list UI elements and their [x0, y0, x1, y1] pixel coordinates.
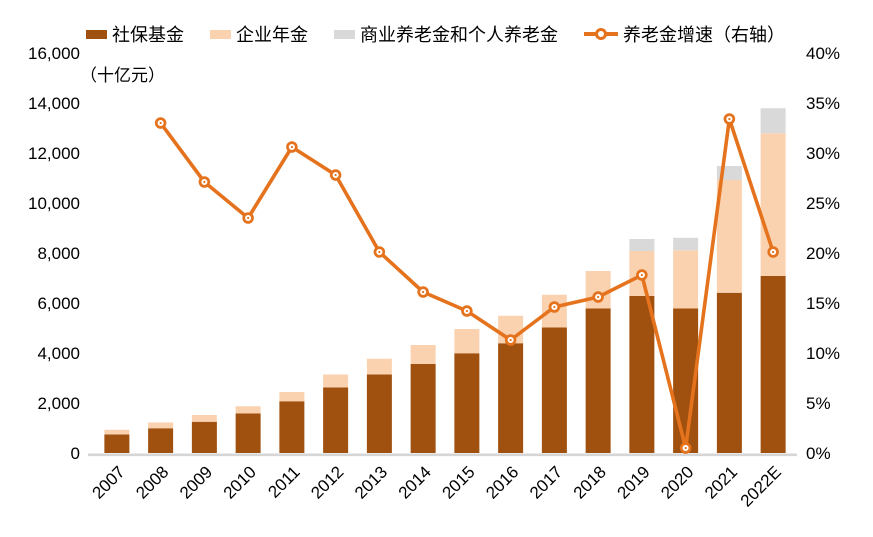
- line-marker-icon: [584, 32, 618, 36]
- right-axis-tick-label: 0%: [806, 444, 831, 463]
- right-axis-tick-label: 40%: [806, 44, 840, 63]
- bar-segment-0-2011: [279, 401, 305, 453]
- x-axis-category-label: 2008: [132, 462, 172, 502]
- bar-segment-2-2020: [673, 237, 699, 251]
- x-axis-category-label: 2020: [657, 462, 697, 502]
- legend-label: 商业养老金和个人养老金: [360, 25, 558, 45]
- bar-segment-1-2014: [410, 345, 436, 364]
- legend-item-shangye: 商业养老金和个人养老金: [334, 21, 558, 47]
- left-axis-tick-label: 10,000: [28, 194, 80, 213]
- bar-segment-1-2020: [673, 250, 699, 309]
- right-axis-tick-label: 35%: [806, 94, 840, 113]
- legend-label: 社保基金: [112, 25, 184, 45]
- x-axis-category-label: 2021: [701, 462, 741, 502]
- x-axis-category-label: 2019: [614, 462, 654, 502]
- bar-segment-1-2013: [366, 358, 392, 375]
- legend-item-growth: 养老金增速（右轴）: [584, 21, 785, 47]
- left-axis-tick-label: 0: [71, 444, 80, 463]
- legend-label: 企业年金: [236, 25, 308, 45]
- growth-line-marker-dot: [728, 117, 731, 121]
- bar-segment-0-2017: [541, 327, 567, 453]
- left-axis-tick-label: 14,000: [28, 94, 80, 113]
- growth-line-marker-dot: [465, 309, 468, 313]
- bar-segment-1-2021: [716, 180, 742, 293]
- x-axis-category-label: 2017: [526, 462, 566, 502]
- growth-line-marker-dot: [640, 273, 643, 277]
- growth-line-marker-dot: [684, 446, 687, 450]
- growth-line-marker-dot: [509, 338, 512, 342]
- x-axis-category-label: 2007: [89, 462, 129, 502]
- x-axis-category-label: 2013: [351, 462, 391, 502]
- x-axis-category-label: 2011: [264, 462, 303, 501]
- x-axis-category-label: 2018: [570, 462, 610, 502]
- x-axis-category-label: 2016: [482, 462, 522, 502]
- qiye-swatch-icon: [210, 29, 231, 39]
- bar-segment-1-2008: [148, 422, 174, 429]
- left-axis-tick-label: 2,000: [37, 394, 80, 413]
- bar-segment-2-2019: [629, 239, 655, 251]
- bar-segment-1-2011: [279, 392, 305, 402]
- growth-line-marker-dot: [553, 305, 556, 309]
- bar-segment-0-2012: [323, 387, 349, 453]
- bar-segment-1-2009: [191, 415, 217, 422]
- bar-segment-0-2018: [585, 308, 611, 453]
- bar-segment-0-2021: [716, 292, 742, 453]
- right-axis-tick-label: 20%: [806, 244, 840, 263]
- bar-segment-0-2019: [629, 296, 655, 453]
- bar-segment-0-2008: [148, 428, 174, 453]
- left-axis-unit-label: （十亿元）: [80, 66, 165, 85]
- bar-segment-0-2016: [498, 343, 524, 453]
- legend-item-qiye: 企业年金: [210, 21, 308, 47]
- bar-segment-0-2009: [191, 421, 217, 453]
- right-axis-tick-label: 15%: [806, 294, 840, 313]
- legend-label: 养老金增速（右轴）: [623, 25, 785, 45]
- x-axis-category-label: 2010: [220, 462, 260, 502]
- growth-line-marker-dot: [334, 173, 337, 177]
- bar-segment-2-2022E: [760, 108, 786, 134]
- left-axis-tick-label: 4,000: [37, 344, 80, 363]
- growth-line-marker-dot: [290, 145, 293, 149]
- bar-segment-1-2010: [235, 406, 261, 414]
- chart-legend: 社保基金 企业年金 商业养老金和个人养老金 养老金增速（右轴）: [86, 21, 785, 47]
- right-axis-tick-label: 5%: [806, 394, 831, 413]
- x-axis-category-label: 2022E: [737, 462, 785, 510]
- bar-segment-0-2022E: [760, 276, 786, 453]
- left-axis-tick-label: 16,000: [28, 44, 80, 63]
- right-axis-tick-label: 30%: [806, 144, 840, 163]
- legend-item-shebao: 社保基金: [86, 21, 184, 47]
- left-axis-tick-label: 8,000: [37, 244, 80, 263]
- growth-line-marker-dot: [247, 216, 250, 220]
- x-axis-category-label: 2014: [395, 462, 435, 502]
- growth-line-marker-dot: [772, 250, 775, 254]
- bar-segment-1-2015: [454, 329, 480, 354]
- bar-segment-0-2007: [104, 434, 130, 453]
- growth-line-marker-dot: [597, 295, 600, 299]
- right-axis-tick-label: 10%: [806, 344, 840, 363]
- shangye-swatch-icon: [334, 29, 355, 39]
- bar-segment-0-2010: [235, 413, 261, 453]
- x-axis-category-label: 2012: [307, 462, 347, 502]
- x-axis-category-label: 2009: [176, 462, 216, 502]
- growth-line-marker-dot: [378, 250, 381, 254]
- bar-segment-0-2013: [366, 374, 392, 453]
- growth-line-marker-dot: [422, 290, 425, 294]
- left-axis-tick-label: 6,000: [37, 294, 80, 313]
- bar-segment-1-2012: [323, 374, 349, 388]
- bar-segment-1-2018: [585, 271, 611, 309]
- bar-segment-0-2014: [410, 364, 436, 453]
- left-axis-tick-label: 12,000: [28, 144, 80, 163]
- bar-segment-0-2015: [454, 353, 480, 453]
- shebao-swatch-icon: [86, 29, 107, 39]
- growth-line-marker-dot: [159, 121, 162, 125]
- bar-segment-1-2007: [104, 429, 130, 435]
- growth-line-marker-dot: [203, 180, 206, 184]
- x-axis-category-label: 2015: [439, 462, 479, 502]
- right-axis-tick-label: 25%: [806, 194, 840, 213]
